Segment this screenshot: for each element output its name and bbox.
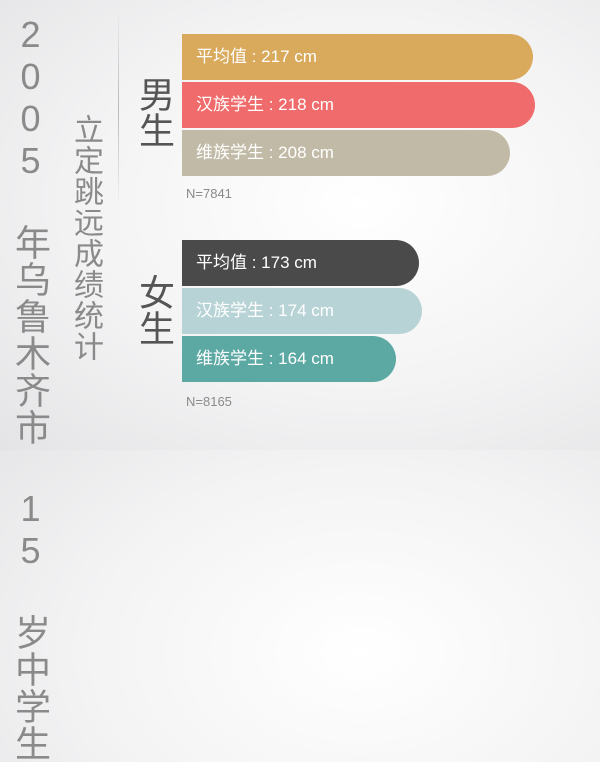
bar-label: 汉族学生 : 218 cm	[196, 95, 334, 114]
bar-male-han: 汉族学生 : 218 cm	[182, 82, 535, 128]
bar-female-average: 平均值 : 173 cm	[182, 240, 419, 286]
bar-label: 汉族学生 : 174 cm	[196, 301, 334, 320]
bar-label: 维族学生 : 208 cm	[196, 143, 334, 162]
group-label-male: 男生	[134, 76, 175, 148]
bar-male-uyghur: 维族学生 : 208 cm	[182, 130, 510, 176]
bar-female-han: 汉族学生 : 174 cm	[182, 288, 422, 334]
bar-label: 平均值 : 173 cm	[196, 253, 317, 272]
group-label-female: 女生	[134, 274, 175, 346]
sample-size-female: N=8165	[186, 394, 232, 409]
chart-subtitle: 立定跳远成绩统计	[69, 114, 102, 362]
bar-label: 维族学生 : 164 cm	[196, 349, 334, 368]
sample-size-male: N=7841	[186, 186, 232, 201]
bar-male-average: 平均值 : 217 cm	[182, 34, 533, 80]
bar-female-uyghur: 维族学生 : 164 cm	[182, 336, 396, 382]
bar-label: 平均值 : 217 cm	[196, 47, 317, 66]
chart-title: 2005 年乌鲁木齐市 15 岁中学生	[10, 14, 51, 762]
title-divider	[118, 8, 119, 208]
